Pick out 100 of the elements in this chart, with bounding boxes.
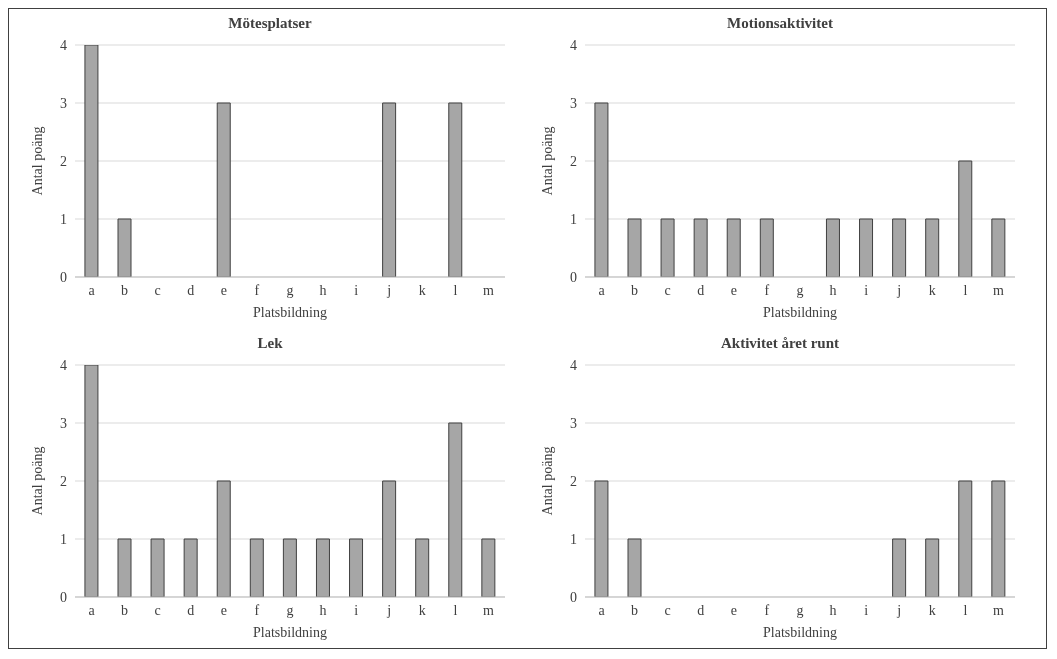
x-tick-label: d bbox=[187, 602, 195, 618]
bar bbox=[693, 218, 708, 277]
bar bbox=[150, 538, 165, 597]
y-tick-label: 4 bbox=[570, 37, 577, 53]
y-tick-label: 3 bbox=[60, 95, 67, 111]
y-tick-label: 0 bbox=[60, 269, 67, 285]
x-tick-label: k bbox=[418, 602, 426, 618]
bar bbox=[925, 218, 940, 277]
x-tick-label: j bbox=[896, 602, 902, 618]
x-axis-title: Platsbildning bbox=[763, 624, 837, 640]
chart-title: Mötesplatser bbox=[227, 14, 313, 33]
bar bbox=[249, 538, 264, 597]
x-tick-label: a bbox=[88, 602, 96, 618]
x-tick-label: h bbox=[829, 282, 837, 298]
x-tick-label: k bbox=[418, 282, 426, 298]
x-tick-label: d bbox=[187, 282, 195, 298]
x-tick-label: m bbox=[483, 282, 495, 298]
bar bbox=[660, 218, 675, 277]
x-tick-label: h bbox=[319, 602, 327, 618]
bar bbox=[415, 538, 430, 597]
y-axis-title: Antal poäng bbox=[29, 446, 45, 515]
x-tick-label: j bbox=[896, 282, 902, 298]
x-tick-label: b bbox=[631, 282, 639, 298]
y-tick-label: 4 bbox=[60, 37, 67, 53]
x-tick-label: i bbox=[864, 282, 869, 298]
x-tick-label: g bbox=[286, 602, 294, 618]
x-tick-label: m bbox=[993, 282, 1005, 298]
y-tick-label: 2 bbox=[60, 153, 67, 169]
x-tick-label: d bbox=[697, 282, 705, 298]
x-tick-label: f bbox=[764, 282, 770, 298]
chart-title: Lek bbox=[256, 333, 284, 353]
x-tick-label: f bbox=[254, 602, 260, 618]
bar bbox=[282, 538, 297, 597]
x-tick-label: b bbox=[121, 282, 129, 298]
y-tick-label: 0 bbox=[570, 589, 577, 605]
x-tick-label: i bbox=[354, 282, 359, 298]
x-tick-label: h bbox=[829, 602, 837, 618]
x-tick-label: e bbox=[730, 602, 737, 618]
bar bbox=[117, 218, 132, 277]
bar bbox=[183, 538, 198, 597]
bar bbox=[382, 480, 397, 597]
x-tick-label: b bbox=[121, 602, 129, 618]
x-tick-label: j bbox=[386, 602, 392, 618]
x-tick-label: m bbox=[483, 602, 495, 618]
bar bbox=[594, 102, 609, 277]
y-tick-label: 4 bbox=[570, 357, 577, 373]
bar bbox=[481, 538, 496, 597]
x-tick-label: l bbox=[453, 602, 458, 618]
bar bbox=[117, 538, 132, 597]
x-axis-title: Platsbildning bbox=[253, 624, 327, 640]
y-tick-label: 2 bbox=[570, 473, 577, 489]
x-tick-label: a bbox=[598, 602, 606, 618]
bar bbox=[84, 45, 99, 277]
bar bbox=[216, 102, 231, 277]
bar bbox=[759, 218, 774, 277]
y-tick-label: 3 bbox=[570, 415, 577, 431]
x-tick-label: e bbox=[220, 282, 227, 298]
bar bbox=[315, 538, 330, 597]
y-axis-title: Antal poäng bbox=[29, 126, 45, 196]
chart-title: Motionsaktivitet bbox=[726, 14, 834, 33]
x-tick-label: g bbox=[286, 282, 294, 298]
x-tick-label: c bbox=[154, 282, 161, 298]
x-tick-label: j bbox=[386, 282, 392, 298]
x-tick-label: i bbox=[864, 602, 869, 618]
bar bbox=[892, 218, 907, 277]
bar bbox=[382, 102, 397, 277]
x-tick-label: k bbox=[928, 282, 936, 298]
x-tick-label: e bbox=[220, 602, 227, 618]
y-tick-label: 2 bbox=[570, 153, 577, 169]
bar bbox=[825, 218, 840, 277]
bar bbox=[216, 480, 231, 597]
y-tick-label: 2 bbox=[60, 473, 67, 489]
y-axis-title: Antal poäng bbox=[539, 126, 555, 196]
x-tick-label: g bbox=[796, 602, 804, 618]
bar bbox=[726, 218, 741, 277]
bar bbox=[958, 160, 973, 277]
x-tick-label: g bbox=[796, 282, 804, 298]
y-tick-label: 3 bbox=[60, 415, 67, 431]
y-tick-label: 1 bbox=[570, 211, 577, 227]
y-tick-label: 0 bbox=[60, 589, 67, 605]
bar bbox=[349, 538, 364, 597]
x-tick-label: l bbox=[963, 602, 968, 618]
y-axis-title: Antal poäng bbox=[539, 446, 555, 515]
x-tick-label: d bbox=[697, 602, 705, 618]
y-tick-label: 4 bbox=[60, 357, 67, 373]
x-tick-label: c bbox=[664, 282, 671, 298]
y-tick-label: 3 bbox=[570, 95, 577, 111]
bar bbox=[84, 364, 99, 597]
bar bbox=[448, 422, 463, 597]
bar bbox=[859, 218, 874, 277]
bar bbox=[448, 102, 463, 277]
x-tick-label: c bbox=[664, 602, 671, 618]
x-tick-label: a bbox=[598, 282, 606, 298]
x-tick-label: a bbox=[88, 282, 96, 298]
x-tick-label: l bbox=[963, 282, 968, 298]
x-tick-label: c bbox=[154, 602, 161, 618]
x-tick-label: f bbox=[764, 602, 770, 618]
x-tick-label: e bbox=[730, 282, 737, 298]
y-tick-label: 1 bbox=[570, 531, 577, 547]
y-tick-label: 1 bbox=[60, 531, 67, 547]
